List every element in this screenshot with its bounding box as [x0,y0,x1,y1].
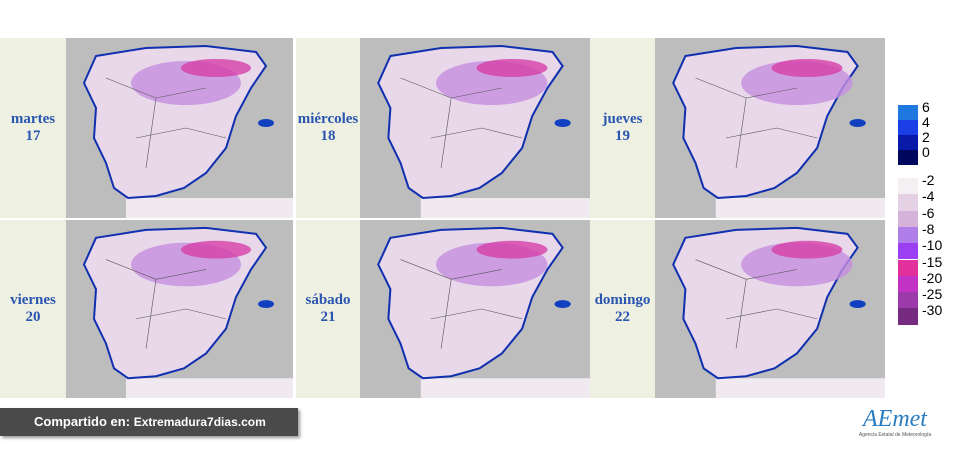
africa [420,198,590,218]
legend-label: -20 [922,269,943,286]
legend-swatch [898,243,918,260]
legend-swatch [898,226,918,244]
cold-core [771,240,843,259]
day-name: domingo [594,292,651,308]
day-label: jueves 19 [590,38,655,218]
map-image [672,44,885,218]
day-date: 21 [320,309,336,325]
legend-label: -8 [922,220,935,237]
legend-label: 2 [922,129,930,145]
islands [554,300,571,309]
day-date: 22 [615,309,630,325]
day-date: 18 [320,128,336,144]
legend-label: -25 [922,286,943,303]
day-label: viernes 20 [0,220,66,398]
cold-core [771,59,843,77]
day-date: 20 [25,309,41,325]
map-panel [66,220,293,398]
islands [849,300,866,309]
legend-label: -15 [922,253,943,270]
day-name: martes [10,111,56,127]
map-panel [655,38,885,218]
cold-core [181,59,251,77]
map-image [82,226,293,398]
map-panel [655,220,885,398]
legend-label: -30 [922,302,943,319]
day-name: sábado [305,292,351,308]
map-panel [66,38,293,218]
africa [715,378,885,398]
legend-swatch [898,194,918,211]
legend-label: 4 [922,114,930,130]
islands [554,119,571,127]
islands [258,119,274,127]
day-date: 19 [615,128,630,144]
map-image [672,226,885,398]
legend-swatch [898,308,918,325]
map-panel [360,220,590,398]
legend-label: 0 [922,144,930,160]
africa [126,198,293,218]
logo-name: AEmet [863,406,927,432]
day-label: martes 17 [0,38,66,218]
islands [849,119,866,127]
borders [695,77,818,169]
legend-label: -2 [922,172,935,188]
legend-swatch [898,259,918,276]
africa [420,378,590,398]
borders [105,259,227,349]
cold-core [181,240,251,259]
legend-label: -6 [922,204,935,221]
logo-subtitle: Agencia Estatal de Meteorología [858,432,932,438]
legend-swatch [898,120,918,135]
borders [400,259,523,349]
borders [105,77,227,169]
logo: AEmet Agencia Estatal de Meteorología [855,406,935,438]
borders [400,77,523,169]
footer-prefix: Compartido en: [34,414,131,429]
legend-swatch [898,275,918,293]
borders [695,259,818,349]
footer-bar: Compartido en: Extremadura7dias.com [0,408,298,436]
legend-swatch [898,150,918,165]
legend-swatch [898,292,918,309]
day-date: 17 [25,128,41,144]
day-label: miércoles 18 [296,38,360,218]
day-label: domingo 22 [590,220,655,398]
map-image [377,226,590,398]
legend-swatch [898,105,918,120]
map-panel [360,38,590,218]
legend-swatch [898,210,918,227]
cold-core [476,59,548,77]
day-name: miércoles [297,111,359,127]
footer-site: Extremadura7dias.com [133,415,266,429]
map-image [82,44,293,218]
legend-label: 6 [922,99,930,115]
legend-label: -10 [922,237,943,254]
legend-swatch [898,135,918,150]
day-label: sábado 21 [296,220,360,398]
legend-swatch [898,178,918,195]
africa [715,198,885,218]
africa [126,378,293,398]
day-name: jueves [602,111,643,127]
map-image [377,44,590,218]
cold-core [476,240,548,259]
islands [258,300,274,309]
day-name: viernes [10,292,56,308]
legend-label: -4 [922,188,935,205]
